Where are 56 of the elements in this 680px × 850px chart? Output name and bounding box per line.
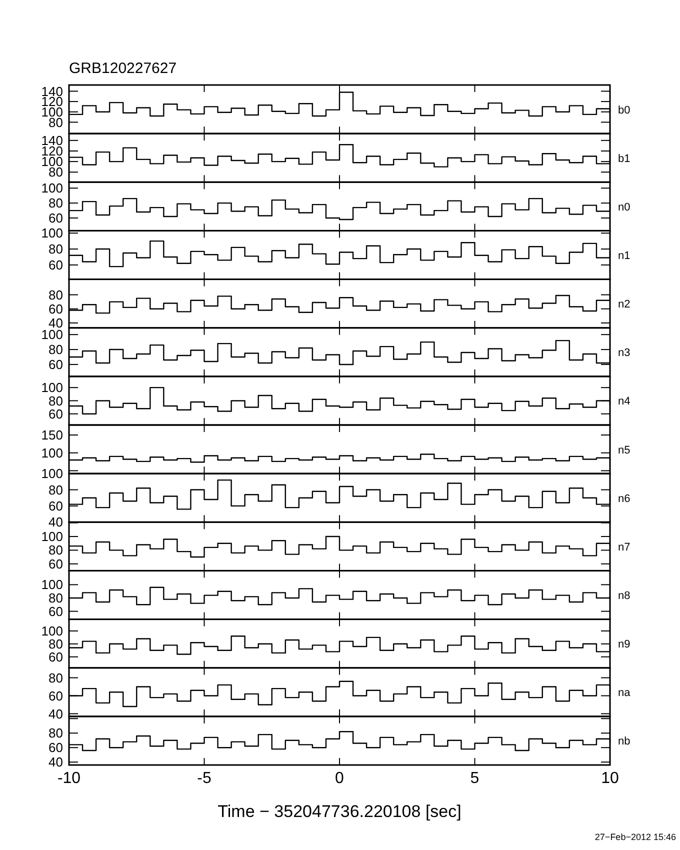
y-tick-label: 80	[48, 393, 63, 408]
y-tick-label: 40	[48, 706, 63, 722]
legend-label: n9	[618, 638, 630, 651]
series-label: n8	[618, 590, 630, 602]
legend-label: n5	[618, 444, 630, 456]
legend-label: nb	[618, 736, 630, 748]
y-tick-label: 80	[48, 590, 63, 606]
y-tick-label: 100	[41, 577, 63, 592]
legend-label: n2	[618, 298, 630, 311]
x-tick-label: -5	[197, 770, 212, 787]
y-tick-label: 80	[48, 482, 63, 498]
chart-title: GRB120227627	[69, 60, 177, 77]
y-tick-label: 60	[48, 406, 63, 422]
y-tick-label: 60	[48, 210, 63, 226]
x-tick-label: 5	[470, 770, 480, 787]
legend-label: b0	[618, 104, 630, 116]
y-tick-label: 150	[41, 428, 63, 443]
legend-label: n7	[618, 541, 630, 554]
y-tick-label: 100	[41, 380, 63, 396]
text: 27−Feb−2012 15:46	[594, 832, 676, 842]
legend-label: b1	[618, 152, 630, 165]
y-tick-label: 60	[48, 556, 63, 572]
y-tick-label: 60	[48, 357, 63, 372]
y-tick-label: 40	[48, 514, 63, 530]
legend-label: n6	[618, 492, 630, 505]
y-tick-label: 40	[48, 754, 63, 770]
x-tick-label: -10	[57, 770, 81, 787]
y-tick-label: 80	[48, 542, 63, 558]
y-tick-label: 100	[41, 226, 63, 241]
y-tick-label: 80	[48, 242, 63, 257]
y-tick-label: 80	[48, 287, 63, 302]
y-tick-label: 60	[48, 498, 63, 514]
y-tick-label: 100	[41, 466, 63, 482]
legend-label: n4	[618, 396, 630, 408]
y-tick-label: 100	[41, 180, 63, 196]
y-tick-label: 60	[48, 258, 63, 273]
y-tick-label: 80	[48, 196, 63, 211]
x-axis-title: Time − 352047736.220108 [sec]	[218, 802, 462, 821]
y-tick-label: 80	[48, 342, 63, 358]
legend-label: na	[618, 687, 632, 700]
y-tick-label: 100	[41, 623, 63, 638]
y-tick-label: 80	[48, 726, 63, 741]
x-tick-label: 10	[601, 770, 619, 787]
y-tick-label: 60	[48, 604, 63, 619]
y-tick-label: 60	[48, 649, 63, 664]
y-tick-label: 60	[48, 740, 63, 756]
y-tick-label: 80	[48, 636, 63, 652]
y-tick-label: 60	[48, 688, 63, 704]
x-tick-label: 0	[335, 770, 344, 787]
legend-label: n1	[618, 250, 630, 262]
y-tick-label: 80	[48, 670, 63, 686]
y-tick-label: 60	[48, 301, 63, 316]
legend-label: n3	[618, 347, 630, 360]
y-tick-label: 100	[41, 529, 63, 544]
legend-label: n0	[618, 201, 630, 214]
y-tick-label: 100	[41, 445, 63, 460]
